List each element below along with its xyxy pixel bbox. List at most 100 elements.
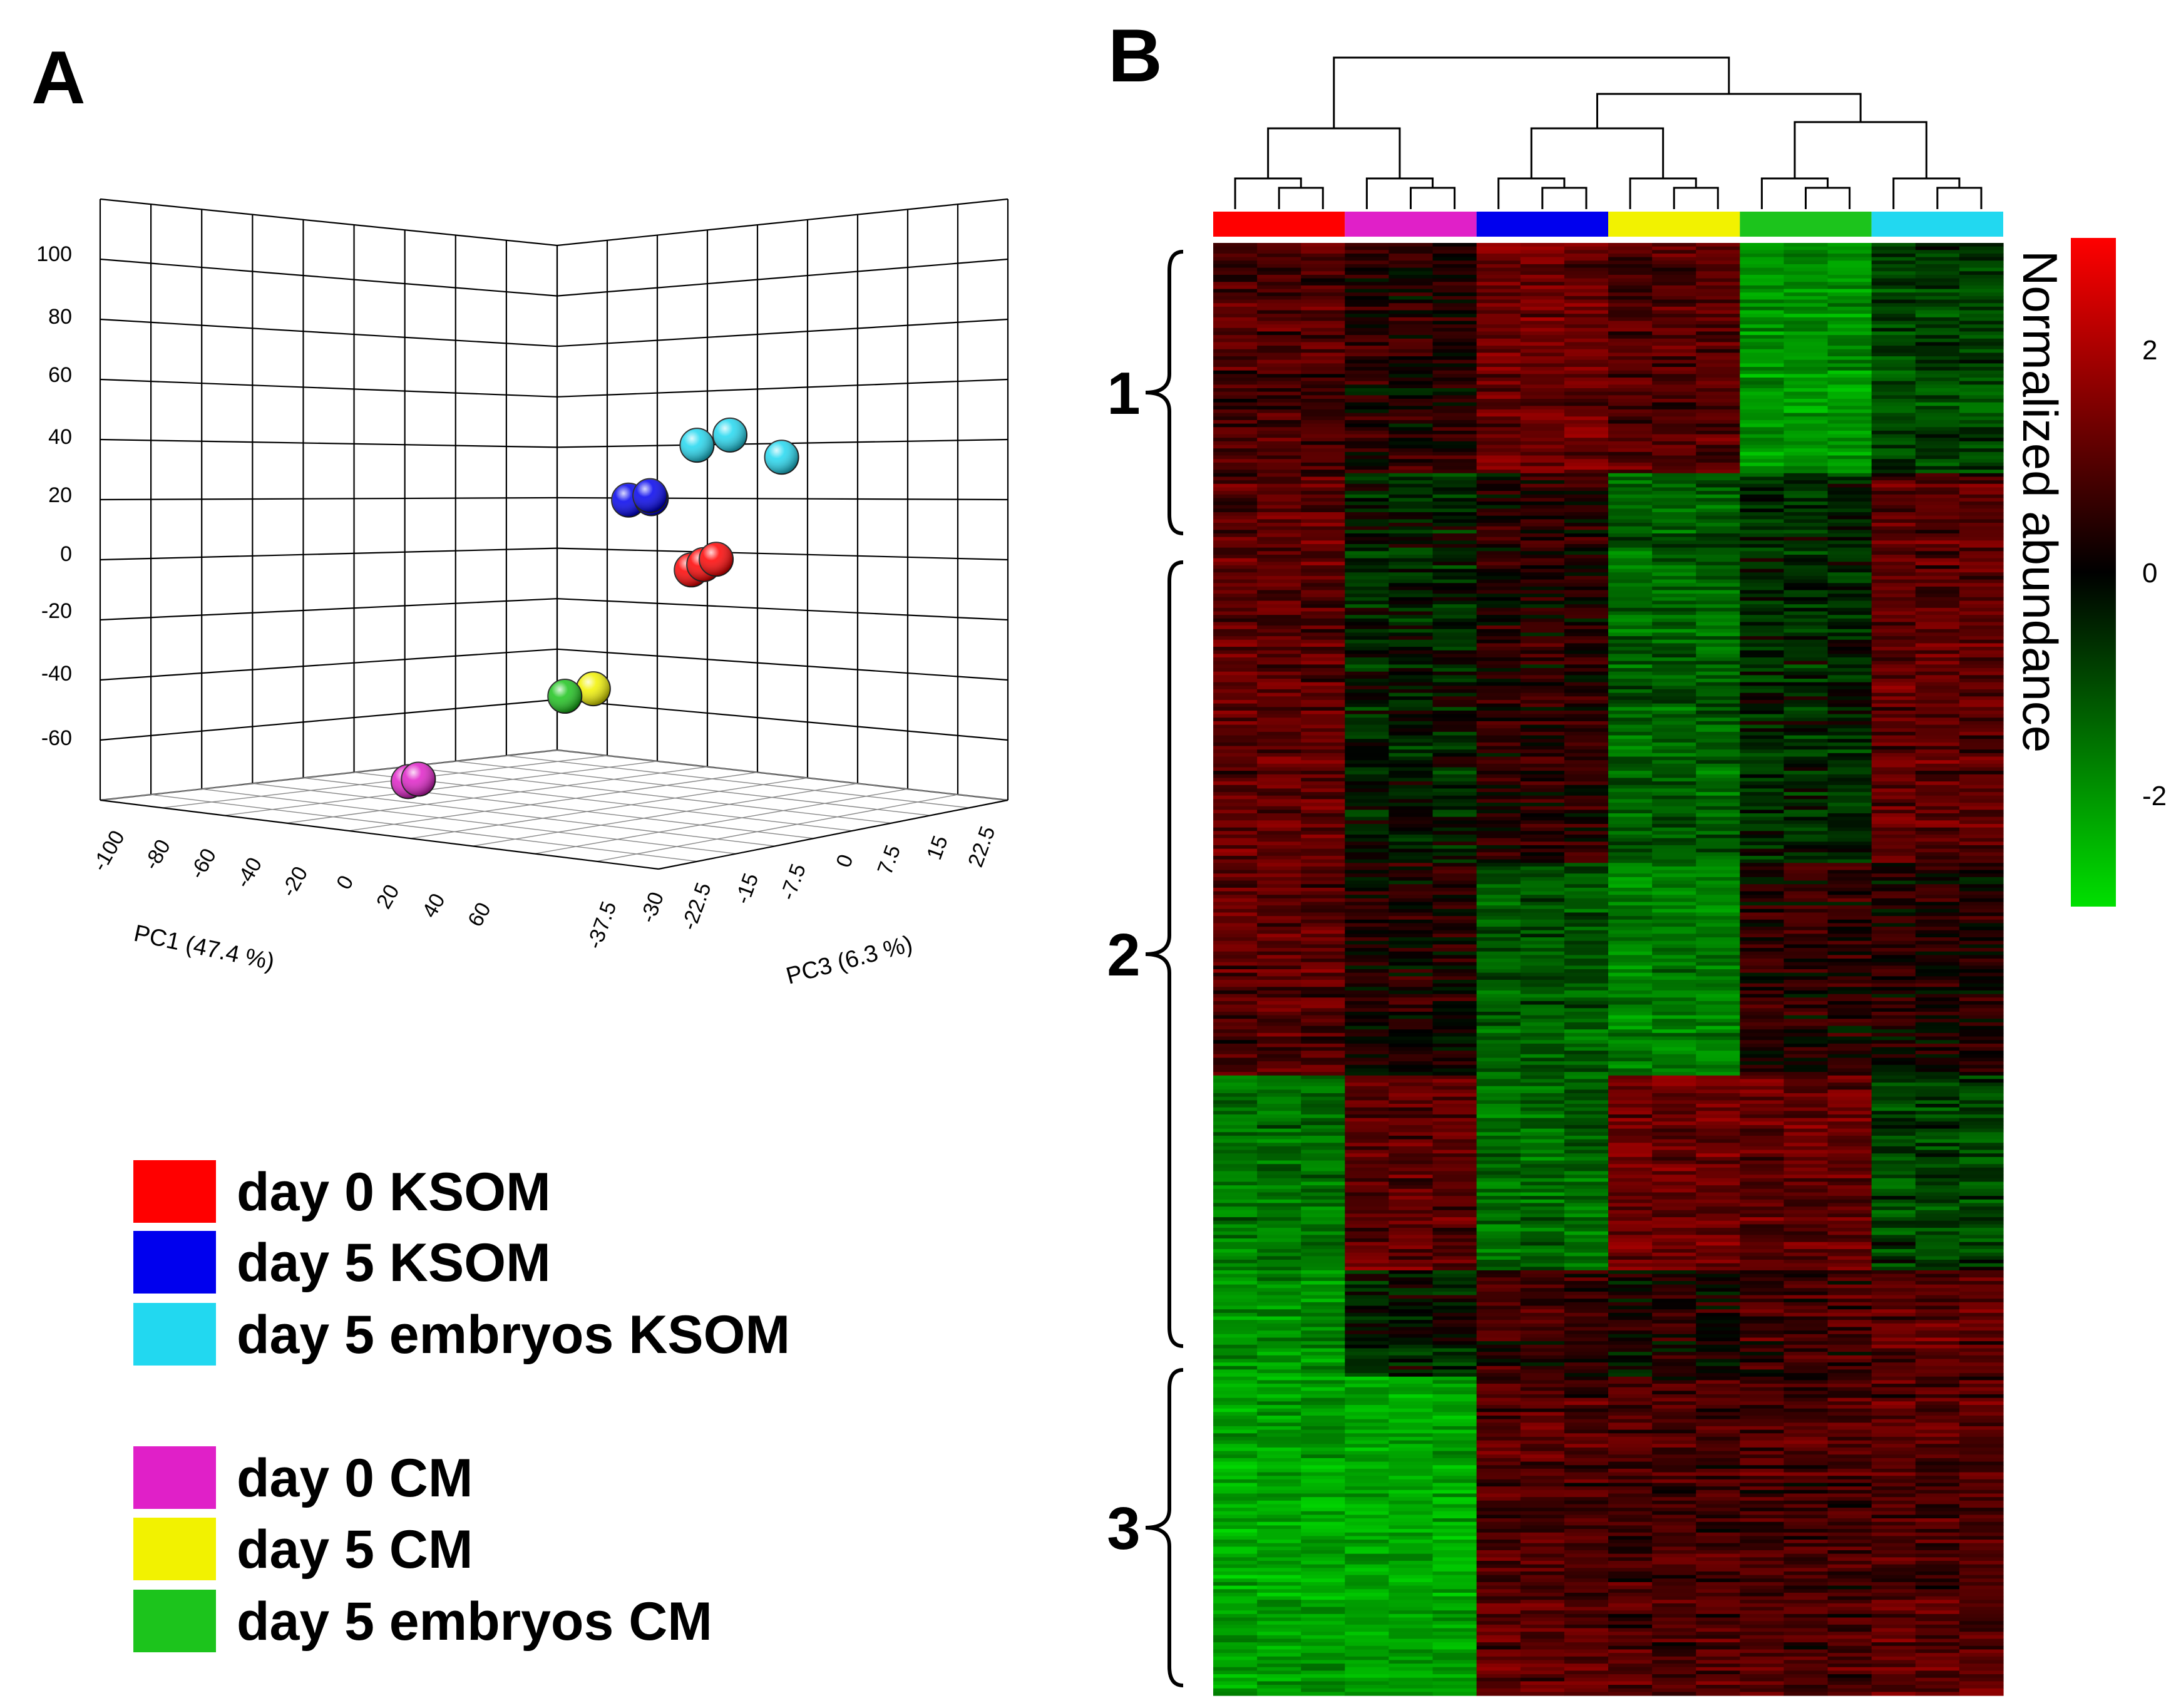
heatmap-cell [1608, 271, 1653, 275]
heatmap-cell [1301, 604, 1345, 609]
heatmap-cell [1915, 774, 1960, 779]
heatmap-cell [1564, 243, 1609, 247]
heatmap-cell [1652, 742, 1696, 747]
heatmap-cell [1345, 565, 1390, 570]
heatmap-cell [1257, 338, 1301, 343]
heatmap-cell [1257, 1057, 1301, 1062]
heatmap-cell [1520, 1022, 1565, 1027]
heatmap-cell [1213, 1079, 1258, 1083]
heatmap-cell [1520, 731, 1565, 736]
grid-line [596, 794, 958, 862]
heatmap-cell [1213, 753, 1258, 758]
heatmap-cell [1959, 1164, 2004, 1168]
heatmap-cell [1388, 558, 1434, 562]
heatmap-cell [1871, 632, 1916, 637]
heatmap-cell [1564, 927, 1609, 931]
heatmap-cell [1388, 774, 1434, 779]
heatmap-cell [1696, 416, 1740, 421]
group-bar-segment [1476, 212, 1608, 237]
heatmap-cell [1740, 568, 1785, 573]
heatmap-cell [1783, 572, 1829, 577]
heatmap-cell [1608, 675, 1653, 679]
heatmap-cell [1959, 338, 2004, 343]
heatmap-cell [1652, 618, 1696, 623]
heatmap-cell [1959, 749, 2004, 754]
heatmap-cell [1652, 267, 1696, 272]
heatmap-cell [1345, 1096, 1390, 1101]
heatmap-cell [1476, 1135, 1521, 1140]
heatmap-cell [1257, 586, 1301, 591]
heatmap-cell [1564, 321, 1609, 325]
heatmap-cell [1740, 661, 1785, 665]
heatmap-cell [1871, 508, 1916, 513]
heatmap-cell [1827, 625, 1872, 630]
heatmap-cell [1959, 423, 2004, 428]
heatmap-cell [1783, 831, 1829, 835]
heatmap-cell [1871, 572, 1916, 577]
heatmap-cell [1608, 891, 1653, 895]
heatmap-cell [1520, 955, 1565, 959]
heatmap-cell [1959, 689, 2004, 694]
heatmap-cell [1652, 1175, 1696, 1179]
heatmap-cell [1608, 604, 1653, 609]
heatmap-cell [1301, 880, 1345, 885]
heatmap-cell [1871, 1118, 1916, 1122]
heatmap-cell [1301, 562, 1345, 566]
heatmap-cell [1827, 1164, 1872, 1168]
heatmap-cell [1740, 445, 1785, 449]
heatmap-cell [1257, 1022, 1301, 1027]
heatmap-cell [1696, 859, 1740, 863]
heatmap-cell [1783, 448, 1829, 453]
heatmap-cell [1740, 349, 1785, 354]
heatmap-cell [1652, 1135, 1696, 1140]
heatmap-cell [1915, 728, 1960, 733]
heatmap-cell [1388, 863, 1434, 867]
heatmap-cell [1827, 321, 1872, 325]
heatmap-cell [1432, 944, 1477, 949]
heatmap-cell [1520, 739, 1565, 743]
heatmap-cell [1213, 427, 1258, 431]
heatmap-cell [1520, 243, 1565, 247]
grid-line [100, 258, 558, 297]
heatmap-cell [1915, 714, 1960, 718]
heatmap-cell [1213, 349, 1258, 354]
heatmap-cell [1388, 473, 1434, 478]
heatmap-cell [1915, 430, 1960, 435]
heatmap-cell [1959, 898, 2004, 903]
heatmap-cell [1564, 530, 1609, 534]
heatmap-cell [1652, 778, 1696, 782]
heatmap-cell [1213, 310, 1258, 314]
heatmap-cell [1213, 792, 1258, 796]
heatmap-cell [1388, 965, 1434, 970]
heatmap-cell [1520, 1011, 1565, 1016]
heatmap-cell [1871, 710, 1916, 715]
heatmap-cell [1696, 884, 1740, 888]
heatmap-cell [1432, 742, 1477, 747]
heatmap-cell [1871, 650, 1916, 654]
heatmap-cell [1740, 317, 1785, 322]
heatmap-cell [1696, 696, 1740, 701]
heatmap-cell [1476, 558, 1521, 562]
heatmap-cell [1915, 1001, 1960, 1006]
heatmap-cell [1915, 657, 1960, 662]
heatmap-cell [1257, 604, 1301, 609]
heatmap-cell [1696, 476, 1740, 481]
heatmap-cell [1652, 243, 1696, 247]
heatmap-cell [1959, 282, 2004, 286]
heatmap-cell [1520, 771, 1565, 775]
heatmap-cell [1783, 671, 1829, 676]
heatmap-cell [1345, 402, 1390, 406]
heatmap-cell [1608, 498, 1653, 502]
heatmap-cell [1740, 1118, 1785, 1122]
heatmap-cell [1652, 852, 1696, 857]
heatmap-cell [1915, 331, 1960, 336]
heatmap-cell [1257, 1114, 1301, 1119]
heatmap-cell [1520, 1079, 1565, 1083]
heatmap-cell [1959, 792, 2004, 796]
heatmap-cell [1959, 586, 2004, 591]
heatmap-cell [1476, 250, 1521, 254]
heatmap-cell [1696, 1167, 1740, 1172]
heatmap-cell [1213, 289, 1258, 293]
heatmap-cell [1871, 346, 1916, 350]
heatmap-cell [1257, 253, 1301, 258]
